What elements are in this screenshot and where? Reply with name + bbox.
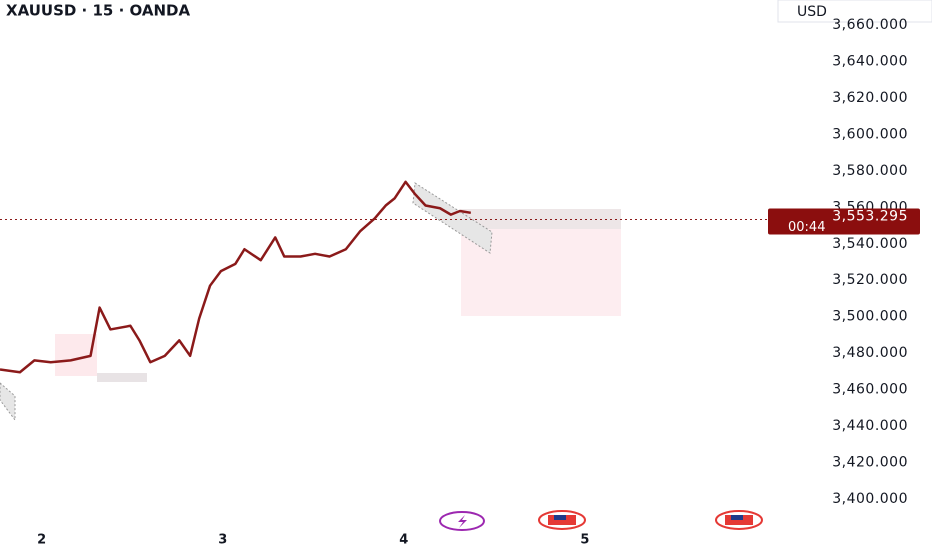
event-icon <box>715 510 763 530</box>
x-tick-label: 5 <box>580 533 589 548</box>
channel <box>412 182 493 254</box>
last-price-box <box>768 208 920 235</box>
position-box-small-top <box>97 373 147 382</box>
y-tick-label: 3,480.000 <box>832 345 908 361</box>
x-tick-label: 3 <box>218 533 227 548</box>
y-tick-label: 3,460.000 <box>832 382 908 398</box>
currency: USD <box>797 4 827 20</box>
last-price-label: 3,553.295 <box>832 209 908 225</box>
y-tick-label: 3,600.000 <box>832 126 908 142</box>
x-tick-label: 2 <box>37 533 46 548</box>
y-tick-label: 3,540.000 <box>832 236 908 252</box>
y-tick-label: 3,640.000 <box>832 54 908 70</box>
countdown: 00:44 <box>788 220 825 235</box>
position-box-top <box>461 209 621 229</box>
y-tick-label: 3,660.000 <box>832 17 908 33</box>
y-tick-label: 3,420.000 <box>832 454 908 470</box>
event-icon <box>538 510 586 530</box>
y-tick-label: 3,520.000 <box>832 272 908 288</box>
price-line <box>0 180 472 374</box>
currency-box <box>777 0 932 23</box>
y-tick-label: 3,500.000 <box>832 309 908 325</box>
event-icon <box>439 511 485 531</box>
x-tick-label: 4 <box>399 533 408 548</box>
y-tick-label: 3,580.000 <box>832 163 908 179</box>
chart-title: XAUUSD · 15 · OANDA <box>6 2 190 20</box>
y-tick-label: 3,400.000 <box>832 491 908 507</box>
y-tick-label: 3,620.000 <box>832 90 908 106</box>
y-tick-label: 3,440.000 <box>832 418 908 434</box>
channel <box>0 382 16 422</box>
